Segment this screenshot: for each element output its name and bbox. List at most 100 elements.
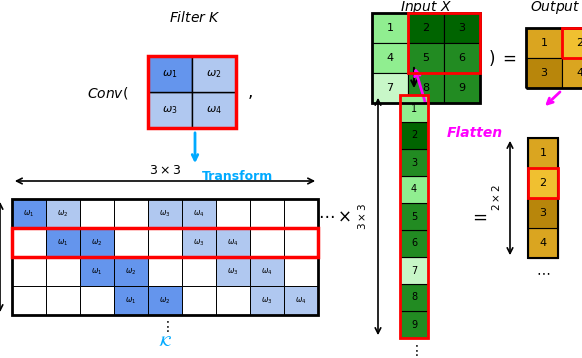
Bar bbox=[148, 257, 182, 286]
Bar bbox=[562, 28, 582, 58]
Bar bbox=[12, 257, 46, 286]
Text: $\omega_1$: $\omega_1$ bbox=[58, 237, 69, 248]
Text: $\omega_1$: $\omega_1$ bbox=[91, 266, 102, 277]
Text: 4: 4 bbox=[540, 238, 546, 248]
Text: $\cdots$: $\cdots$ bbox=[536, 265, 550, 279]
Text: $\omega_4$: $\omega_4$ bbox=[206, 104, 222, 116]
Text: 2: 2 bbox=[411, 131, 417, 140]
Text: 2: 2 bbox=[576, 38, 582, 48]
Bar bbox=[114, 228, 148, 257]
Bar bbox=[46, 257, 80, 286]
Text: 1: 1 bbox=[411, 103, 417, 113]
Text: 4: 4 bbox=[576, 68, 582, 78]
Bar bbox=[284, 257, 318, 286]
Bar bbox=[46, 199, 80, 228]
Bar bbox=[216, 199, 250, 228]
Bar bbox=[12, 228, 46, 257]
Text: $)$: $)$ bbox=[488, 48, 495, 68]
Text: 6: 6 bbox=[411, 238, 417, 248]
Text: $\omega_3$: $\omega_3$ bbox=[162, 104, 178, 116]
Text: 5: 5 bbox=[423, 53, 430, 63]
Bar bbox=[528, 138, 558, 168]
Text: 1: 1 bbox=[541, 38, 548, 48]
Bar bbox=[400, 95, 428, 338]
Bar bbox=[408, 13, 444, 43]
Text: $2\times 2$: $2\times 2$ bbox=[490, 185, 502, 212]
Text: $\vdots$: $\vdots$ bbox=[160, 319, 170, 334]
Bar bbox=[250, 228, 284, 257]
Bar bbox=[444, 43, 480, 73]
Bar bbox=[182, 286, 216, 315]
Bar bbox=[148, 228, 182, 257]
Bar bbox=[284, 228, 318, 257]
Text: 3: 3 bbox=[459, 23, 466, 33]
Text: 2: 2 bbox=[423, 23, 430, 33]
Text: $\mathcal{K}$: $\mathcal{K}$ bbox=[158, 334, 172, 348]
Text: $\omega_2$: $\omega_2$ bbox=[58, 208, 69, 219]
Bar bbox=[400, 149, 428, 176]
Text: $\omega_1$: $\omega_1$ bbox=[23, 208, 35, 219]
Text: $=$: $=$ bbox=[469, 208, 487, 226]
Text: $\vdots$: $\vdots$ bbox=[409, 343, 419, 358]
Bar bbox=[444, 13, 480, 43]
Bar bbox=[250, 257, 284, 286]
Text: 1: 1 bbox=[386, 23, 393, 33]
Bar bbox=[192, 92, 236, 128]
Bar bbox=[400, 95, 428, 122]
Bar bbox=[562, 28, 582, 58]
Text: $\cdots \times$: $\cdots \times$ bbox=[318, 208, 352, 226]
Text: $\omega_4$: $\omega_4$ bbox=[193, 208, 205, 219]
Bar bbox=[528, 168, 558, 198]
Bar bbox=[250, 199, 284, 228]
Text: 8: 8 bbox=[411, 292, 417, 303]
Text: 1: 1 bbox=[540, 148, 546, 158]
Bar bbox=[526, 58, 562, 88]
Bar bbox=[526, 28, 582, 88]
Text: $\omega_2$: $\omega_2$ bbox=[125, 266, 137, 277]
Text: 7: 7 bbox=[411, 266, 417, 276]
Bar bbox=[408, 73, 444, 103]
Bar bbox=[216, 228, 250, 257]
Text: $\omega_4$: $\omega_4$ bbox=[228, 237, 239, 248]
Bar bbox=[12, 199, 318, 315]
Text: 9: 9 bbox=[411, 319, 417, 329]
Text: 7: 7 bbox=[386, 83, 393, 93]
Text: Transform: Transform bbox=[203, 169, 274, 183]
Text: 3: 3 bbox=[541, 68, 548, 78]
Bar bbox=[528, 138, 558, 258]
Bar bbox=[372, 13, 408, 43]
Bar bbox=[400, 311, 428, 338]
Bar bbox=[408, 43, 444, 73]
Text: $3\times 3$: $3\times 3$ bbox=[356, 203, 368, 230]
Text: $\omega_2$: $\omega_2$ bbox=[159, 295, 171, 306]
Bar bbox=[148, 92, 192, 128]
Bar bbox=[528, 198, 558, 228]
Text: 8: 8 bbox=[423, 83, 430, 93]
Text: $Conv($: $Conv($ bbox=[87, 85, 129, 101]
Bar bbox=[46, 286, 80, 315]
Text: $3\times 3$: $3\times 3$ bbox=[149, 164, 181, 178]
Text: 2: 2 bbox=[540, 178, 546, 188]
Text: 6: 6 bbox=[459, 53, 466, 63]
Bar bbox=[192, 56, 236, 92]
Bar bbox=[250, 286, 284, 315]
Bar bbox=[12, 286, 46, 315]
Text: $\omega_2$: $\omega_2$ bbox=[91, 237, 102, 248]
Text: Filter $K$: Filter $K$ bbox=[169, 10, 221, 25]
Bar bbox=[114, 257, 148, 286]
Bar bbox=[562, 58, 582, 88]
Text: $=$: $=$ bbox=[499, 49, 517, 67]
Text: Input $X$: Input $X$ bbox=[400, 0, 452, 16]
Bar bbox=[148, 286, 182, 315]
Bar bbox=[408, 13, 480, 73]
Bar bbox=[80, 228, 114, 257]
Bar bbox=[46, 228, 80, 257]
Text: 5: 5 bbox=[411, 212, 417, 222]
Bar bbox=[444, 73, 480, 103]
Bar bbox=[80, 199, 114, 228]
Bar bbox=[216, 286, 250, 315]
Text: $\omega_3$: $\omega_3$ bbox=[261, 295, 273, 306]
Text: $\omega_2$: $\omega_2$ bbox=[206, 68, 222, 80]
Bar bbox=[400, 122, 428, 149]
Bar bbox=[372, 73, 408, 103]
